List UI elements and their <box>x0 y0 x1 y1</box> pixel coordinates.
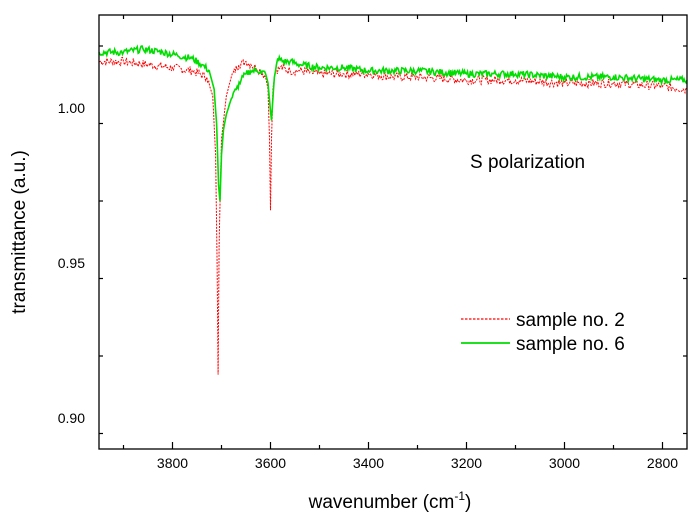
y-tick-label: 1.00 <box>58 100 85 116</box>
x-tick-label: 3800 <box>157 455 188 471</box>
x-tick-label: 3400 <box>353 455 384 471</box>
legend-label-sample-6: sample no. 6 <box>516 334 625 355</box>
x-tick-label: 3200 <box>451 455 482 471</box>
series-line-sample-no-2 <box>98 56 688 375</box>
x-axis-title: wavenumber (cm-1) <box>308 489 472 513</box>
y-axis-title: transmittance (a.u.) <box>9 150 30 314</box>
y-tick-label: 0.95 <box>58 255 85 271</box>
y-tick-label: 0.90 <box>58 410 85 426</box>
x-axis-title-end: ) <box>465 492 471 513</box>
legend-label-sample-2: sample no. 2 <box>516 310 625 331</box>
x-tick-label: 3600 <box>255 455 286 471</box>
series-layer <box>98 44 688 375</box>
x-axis-title-superscript: -1 <box>454 489 465 503</box>
x-tick-label: 3000 <box>549 455 580 471</box>
polarization-annotation: S polarization <box>470 152 585 173</box>
x-axis: 3800 3600 3400 3200 3000 2800 <box>122 15 678 471</box>
x-tick-label: 2800 <box>647 455 678 471</box>
y-axis: 0.90 0.95 1.00 <box>58 45 687 435</box>
series-line-sample-no-6 <box>98 44 688 202</box>
legend: sample no. 2 sample no. 6 <box>461 310 625 355</box>
plot-frame <box>98 14 688 450</box>
